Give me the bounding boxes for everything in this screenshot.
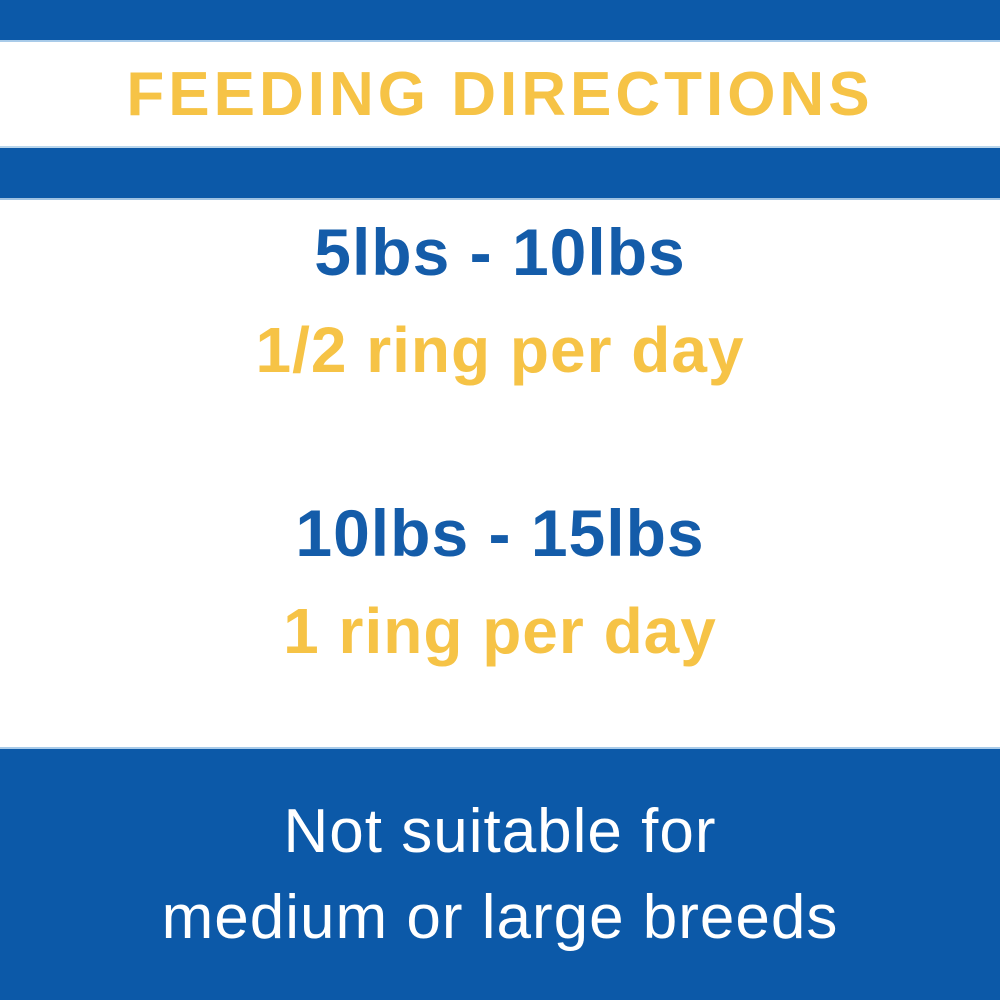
page-title: FEEDING DIRECTIONS (126, 59, 874, 129)
feeding-row-medium-dogs: 10lbs - 15lbs 1 ring per day (0, 497, 1000, 667)
feeding-row-small-dogs: 5lbs - 10lbs 1/2 ring per day (0, 216, 1000, 386)
feeding-amount-medium: 1 ring per day (283, 595, 717, 667)
weight-range-medium: 10lbs - 15lbs (295, 496, 705, 570)
top-blue-bar (0, 0, 1000, 42)
weight-range-small: 5lbs - 10lbs (314, 215, 686, 289)
warning-band: Not suitable for medium or large breeds (0, 747, 1000, 1000)
title-band: FEEDING DIRECTIONS (0, 42, 1000, 146)
feeding-amount-small: 1/2 ring per day (255, 314, 745, 386)
feeding-table: 5lbs - 10lbs 1/2 ring per day 10lbs - 15… (0, 200, 1000, 747)
warning-line-2: medium or large breeds (161, 882, 839, 952)
divider-blue-bar (0, 146, 1000, 200)
warning-line-1: Not suitable for (283, 796, 717, 866)
